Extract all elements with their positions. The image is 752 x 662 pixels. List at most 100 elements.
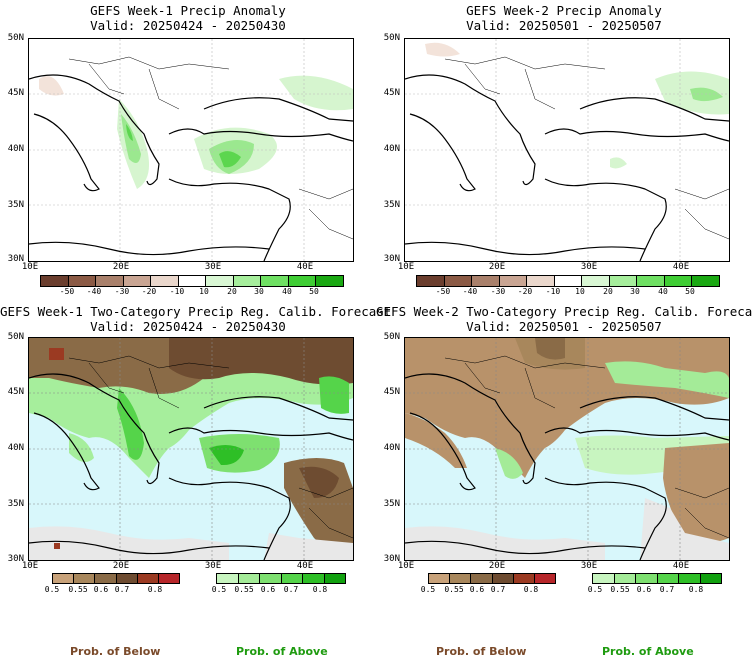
colorbar-cell [151,276,179,286]
colorbar-tick: 0.8 [312,585,328,594]
lon-label: 10E [397,561,415,571]
colorbar-tick: 0.5 [44,585,60,594]
colorbar-cell [74,574,96,583]
colorbar-tick: -10 [545,287,561,296]
colorbar-cell [417,276,445,286]
panel-week2-probability: GEFS Week-2 Two-Category Precip Reg. Cal… [376,300,752,610]
map-canvas [29,39,353,261]
lat-label: 35N [7,499,24,509]
colorbar-tick: -50 [59,287,75,296]
colorbar-tick: 0.55 [444,585,464,594]
lat-label: 50N [383,33,400,43]
panel-title: GEFS Week-1 Precip Anomaly [90,3,286,18]
colorbar-tick: 20 [603,287,613,296]
map-week1-probability [28,337,354,561]
lat-label: 40N [383,443,400,453]
panel-valid-dates: Valid: 20250501 - 20250507 [466,18,662,33]
colorbar-tick: -10 [169,287,185,296]
colorbar-cell [527,276,555,286]
colorbar-cell [316,276,344,286]
lon-label: 30E [580,262,598,272]
prob-below-colorbar [52,573,180,584]
lon-label: 40E [672,561,690,571]
colorbar-cell [444,276,473,286]
colorbar-tick: 30 [630,287,640,296]
panel-valid-dates: Valid: 20250424 - 20250430 [90,319,286,334]
prob-above-title: Prob. of Above [236,645,328,658]
panel-week1-anomaly: GEFS Week-1 Precip Anomaly Valid: 202504… [0,0,376,300]
prob-above-title: Prob. of Above [602,645,694,658]
colorbar-tick: 50 [309,287,319,296]
colorbar-tick: 20 [227,287,237,296]
colorbar-cell [53,574,75,583]
lat-label: 50N [383,332,400,342]
colorbar-tick: 50 [685,287,695,296]
colorbar-cell [116,574,138,583]
lat-label: 45N [383,387,400,397]
map-canvas [29,338,353,560]
colorbar-tick: 0.7 [659,585,675,594]
colorbar-tick: 0.6 [636,585,652,594]
colorbar-tick: -20 [141,287,157,296]
colorbar-cell [636,574,658,583]
lon-label: 20E [112,561,130,571]
prob-above-colorbar [592,573,722,584]
colorbar-tick: -20 [517,287,533,296]
colorbar-tick: -40 [462,287,478,296]
colorbar-cell [499,276,528,286]
lat-label: 30N [383,554,400,564]
colorbar-cell [206,276,234,286]
lon-label: 30E [204,561,222,571]
colorbar-cell [471,574,493,583]
lon-label: 40E [296,561,314,571]
anomaly-colorbar [40,275,344,287]
colorbar-cell [95,574,117,583]
map-canvas [405,338,729,560]
colorbar-tick: -50 [435,287,451,296]
colorbar-cell [679,574,701,583]
colorbar-cell [614,574,636,583]
lat-label: 30N [7,554,24,564]
lat-label: 30N [7,254,24,264]
colorbar-cell [513,574,535,583]
lat-label: 50N [7,33,24,43]
colorbar-tick: 0.8 [688,585,704,594]
lat-label: 45N [383,88,400,98]
colorbar-tick: 10 [575,287,585,296]
colorbar-cell [260,574,282,583]
panel-title: GEFS Week-2 Precip Anomaly [466,3,662,18]
lon-label: 40E [672,262,690,272]
colorbar-tick: 0.5 [420,585,436,594]
colorbar-cell [281,574,303,583]
colorbar-cell [123,276,152,286]
lon-label: 10E [21,561,39,571]
colorbar-cell [96,276,124,286]
colorbar-cell [637,276,665,286]
anomaly-colorbar [416,275,720,287]
lat-label: 35N [383,499,400,509]
colorbar-cell [233,276,262,286]
lon-label: 30E [580,561,598,571]
colorbar-cell [429,574,451,583]
colorbar-tick: -30 [114,287,130,296]
colorbar-tick: 0.8 [147,585,163,594]
panel-valid-dates: Valid: 20250424 - 20250430 [90,18,286,33]
colorbar-tick: 40 [282,287,292,296]
prob-below-colorbar [428,573,556,584]
colorbar-tick: 30 [254,287,264,296]
lon-label: 20E [488,561,506,571]
prob-above-colorbar [216,573,346,584]
lat-label: 35N [383,200,400,210]
prob-below-title: Prob. of Below [70,645,161,658]
colorbar-cell [700,574,721,583]
colorbar-tick: 0.6 [260,585,276,594]
prob-below-title: Prob. of Below [436,645,527,658]
colorbar-cell [303,574,325,583]
colorbar-cell [582,276,610,286]
colorbar-tick: 10 [199,287,209,296]
colorbar-tick: 0.55 [68,585,88,594]
colorbar-cell [137,574,159,583]
map-canvas [405,39,729,261]
lon-label: 30E [204,262,222,272]
colorbar-cell [472,276,500,286]
